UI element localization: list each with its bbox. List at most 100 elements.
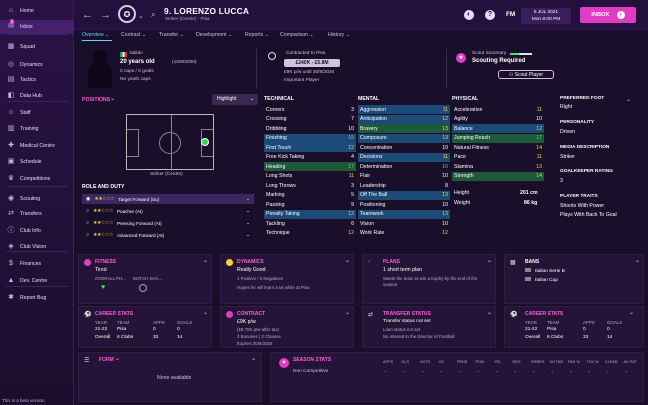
attribute-row[interactable]: Marking 5	[264, 191, 356, 200]
date-box[interactable]: 5 JUL 2021 Mon 8:00 PM	[521, 8, 571, 24]
attribute-row[interactable]: Free Kick Taking 4	[264, 153, 356, 162]
tab-contract[interactable]: Contract ⌄	[121, 32, 146, 38]
chevron-down-icon[interactable]: ⌄	[115, 356, 121, 362]
chevron-down-icon[interactable]: ⌄	[487, 310, 493, 316]
bans-card[interactable]: ▦ BANS Italian Serie B Italian Cup ⌄	[504, 254, 644, 304]
chevron-down-icon[interactable]: ⌄	[203, 310, 209, 316]
dynamics-card[interactable]: DYNAMICS Really Good 1 Positive / 0 Nega…	[220, 254, 354, 304]
season-stats-card[interactable]: ✦ SEASON STATS Non Competitive APPS - GLS -…	[270, 352, 644, 402]
attribute-row[interactable]: Long Throws 3	[264, 181, 356, 190]
attribute-row[interactable]: Concentration 10	[358, 143, 450, 152]
sidebar-item-staff[interactable]: ☺ Staff	[0, 106, 74, 120]
attribute-row[interactable]: Technique 12	[264, 229, 356, 238]
attribute-row[interactable]: Strength 14	[452, 171, 544, 181]
tab-development[interactable]: Development ⌄	[196, 32, 232, 38]
attribute-row[interactable]: Flair 10	[358, 172, 450, 181]
sidebar-item-report-bug[interactable]: ✱ Report Bug	[0, 291, 74, 305]
contract-card[interactable]: CONTRACT £9K p/w (£9.70K p/w after tax) …	[220, 306, 354, 348]
attribute-row[interactable]: Agility 10	[452, 115, 544, 124]
radio-icon[interactable]: ◉	[86, 196, 91, 202]
attribute-row[interactable]: Natural Fitness 14	[452, 143, 544, 152]
role-item[interactable]: ○ ★★☆☆☆ Poacher (At) ⌄	[82, 206, 254, 216]
chevron-down-icon[interactable]: ⌄	[246, 196, 250, 201]
radio-icon[interactable]: ○	[86, 220, 90, 226]
chevron-down-icon[interactable]: ⌄	[138, 13, 144, 20]
tab-comparison[interactable]: Comparison ⌄	[280, 32, 314, 38]
attribute-row[interactable]: Penalty Taking 12	[264, 209, 356, 219]
attribute-row[interactable]: Stamina 13	[452, 162, 544, 171]
attribute-row[interactable]: Work Rate 12	[358, 229, 450, 238]
fitness-card[interactable]: FITNESS Tired OVERALL PH... MATCH SHA...…	[78, 254, 212, 304]
sidebar-item-dev-centre[interactable]: ▲ Dev. Centre	[0, 274, 74, 288]
fm-logo[interactable]: FM	[506, 11, 516, 18]
tab-transfer[interactable]: Transfer ⌄	[159, 32, 184, 38]
attribute-row[interactable]: Positioning 10	[358, 200, 450, 209]
search-icon[interactable]: ⌕	[151, 10, 156, 19]
forward-arrow-icon[interactable]: →	[100, 9, 111, 21]
sidebar-item-inbox[interactable]: ✉ Inbox 8	[0, 19, 74, 34]
chevron-down-icon[interactable]: ⌄	[635, 258, 641, 264]
chevron-down-icon[interactable]: ⌄	[246, 232, 250, 237]
attribute-row[interactable]: Off The Ball 13	[358, 190, 450, 200]
back-arrow-icon[interactable]: ←	[82, 9, 93, 21]
attribute-row[interactable]: First Touch 12	[264, 143, 356, 152]
chevron-down-icon[interactable]: ⌄	[203, 258, 209, 264]
attribute-row[interactable]: Jumping Reach 17	[452, 133, 544, 143]
attribute-row[interactable]: Teamwork 13	[358, 209, 450, 219]
attribute-row[interactable]: Corners 3	[264, 105, 356, 114]
inbox-continue-button[interactable]: INBOX ›	[580, 7, 636, 23]
chevron-down-icon[interactable]: ⌄	[629, 310, 635, 316]
sidebar-item-medical-centre[interactable]: ✚ Medical Centre	[0, 139, 74, 153]
sidebar-item-club-info[interactable]: ⓘ Club Info	[0, 224, 74, 238]
attribute-row[interactable]: Composure 13	[358, 133, 450, 143]
attribute-row[interactable]: Aggression 11	[358, 105, 450, 114]
career-stats-card[interactable]: ⚽ CAREER STATS ⌄ YEAR TEAM APPS GOALS 21-22 P…	[78, 306, 212, 348]
attribute-row[interactable]: Dribbling 10	[264, 124, 356, 133]
theme-icon[interactable]: ◐	[464, 10, 474, 20]
chevron-down-icon[interactable]: ⌄	[246, 208, 250, 213]
career-stats-card-2[interactable]: ⚽ CAREER STATS ⌄ YEAR TEAM APPS GOALS 21-22 P…	[504, 306, 644, 348]
sidebar-item-squad[interactable]: ▦ Squad	[0, 40, 74, 54]
sidebar-item-transfers[interactable]: ⇄ Transfers	[0, 207, 74, 221]
tab-overview[interactable]: Overview ⌄	[82, 32, 109, 38]
chevron-down-icon[interactable]: ⌄	[246, 220, 250, 225]
sidebar-item-finances[interactable]: $ Finances	[0, 257, 74, 271]
attribute-row[interactable]: Bravery 13	[358, 124, 450, 133]
attribute-row[interactable]: Passing 9	[264, 200, 356, 209]
attribute-row[interactable]: Leadership 8	[358, 181, 450, 190]
tab-reports[interactable]: Reports ⌄	[245, 32, 269, 38]
transfer-status-card[interactable]: ⇄ TRANSFER STATUS Transfer status not se…	[362, 306, 496, 348]
chevron-down-icon[interactable]: ⌄	[110, 96, 116, 102]
attribute-row[interactable]: Vision 10	[358, 219, 450, 228]
help-icon[interactable]: ?	[485, 10, 495, 20]
sidebar-item-scouting[interactable]: ◉ Scouting	[0, 192, 74, 206]
highlight-dropdown[interactable]: Highlight ⌄	[212, 94, 258, 105]
attribute-row[interactable]: Determination 16	[358, 162, 450, 171]
role-item[interactable]: ○ ★★☆☆☆ Pressing Forward (At) ⌄	[82, 218, 254, 228]
sidebar-item-home[interactable]: ⌂ Home	[0, 4, 74, 18]
radio-icon[interactable]: ○	[86, 208, 90, 214]
attribute-row[interactable]: Tackling 6	[264, 219, 356, 228]
role-item[interactable]: ○ ★★☆☆☆ Advanced Forward (At) ⌄	[82, 230, 254, 240]
sidebar-item-data-hub[interactable]: ◧ Data Hub	[0, 89, 74, 103]
chevron-down-icon[interactable]: ⌄	[251, 356, 257, 362]
chevron-down-icon[interactable]: ⌄	[345, 310, 351, 316]
attribute-row[interactable]: Decisions 11	[358, 152, 450, 162]
attribute-row[interactable]: Balance 12	[452, 124, 544, 133]
club-crest-icon[interactable]: ✪	[118, 5, 136, 23]
role-item[interactable]: ◉ ★★☆☆☆ Target Forward (Su) ⌄	[82, 194, 254, 204]
attribute-row[interactable]: Crossing 7	[264, 115, 356, 124]
form-card[interactable]: ☰ FORM ⌄ None available ⌄	[78, 352, 262, 402]
plans-card[interactable]: › PLANS 1 short term plan Wants the team…	[362, 254, 496, 304]
attribute-row[interactable]: Long Shots 11	[264, 172, 356, 181]
attribute-row[interactable]: Finishing 15	[264, 133, 356, 143]
sidebar-item-schedule[interactable]: ▣ Schedule	[0, 155, 74, 169]
attribute-row[interactable]: Pace 11	[452, 153, 544, 162]
sidebar-item-club-vision[interactable]: ◈ Club Vision	[0, 240, 74, 254]
chevron-down-icon[interactable]: ⌄	[345, 258, 351, 264]
sidebar-item-dynamics[interactable]: ◎ Dynamics	[0, 58, 74, 72]
sidebar-item-training[interactable]: ▥ Training	[0, 122, 74, 136]
attribute-row[interactable]: Acceleration 11	[452, 105, 544, 114]
attribute-row[interactable]: Anticipation 12	[358, 114, 450, 124]
sidebar-item-tactics[interactable]: ▤ Tactics	[0, 73, 74, 87]
